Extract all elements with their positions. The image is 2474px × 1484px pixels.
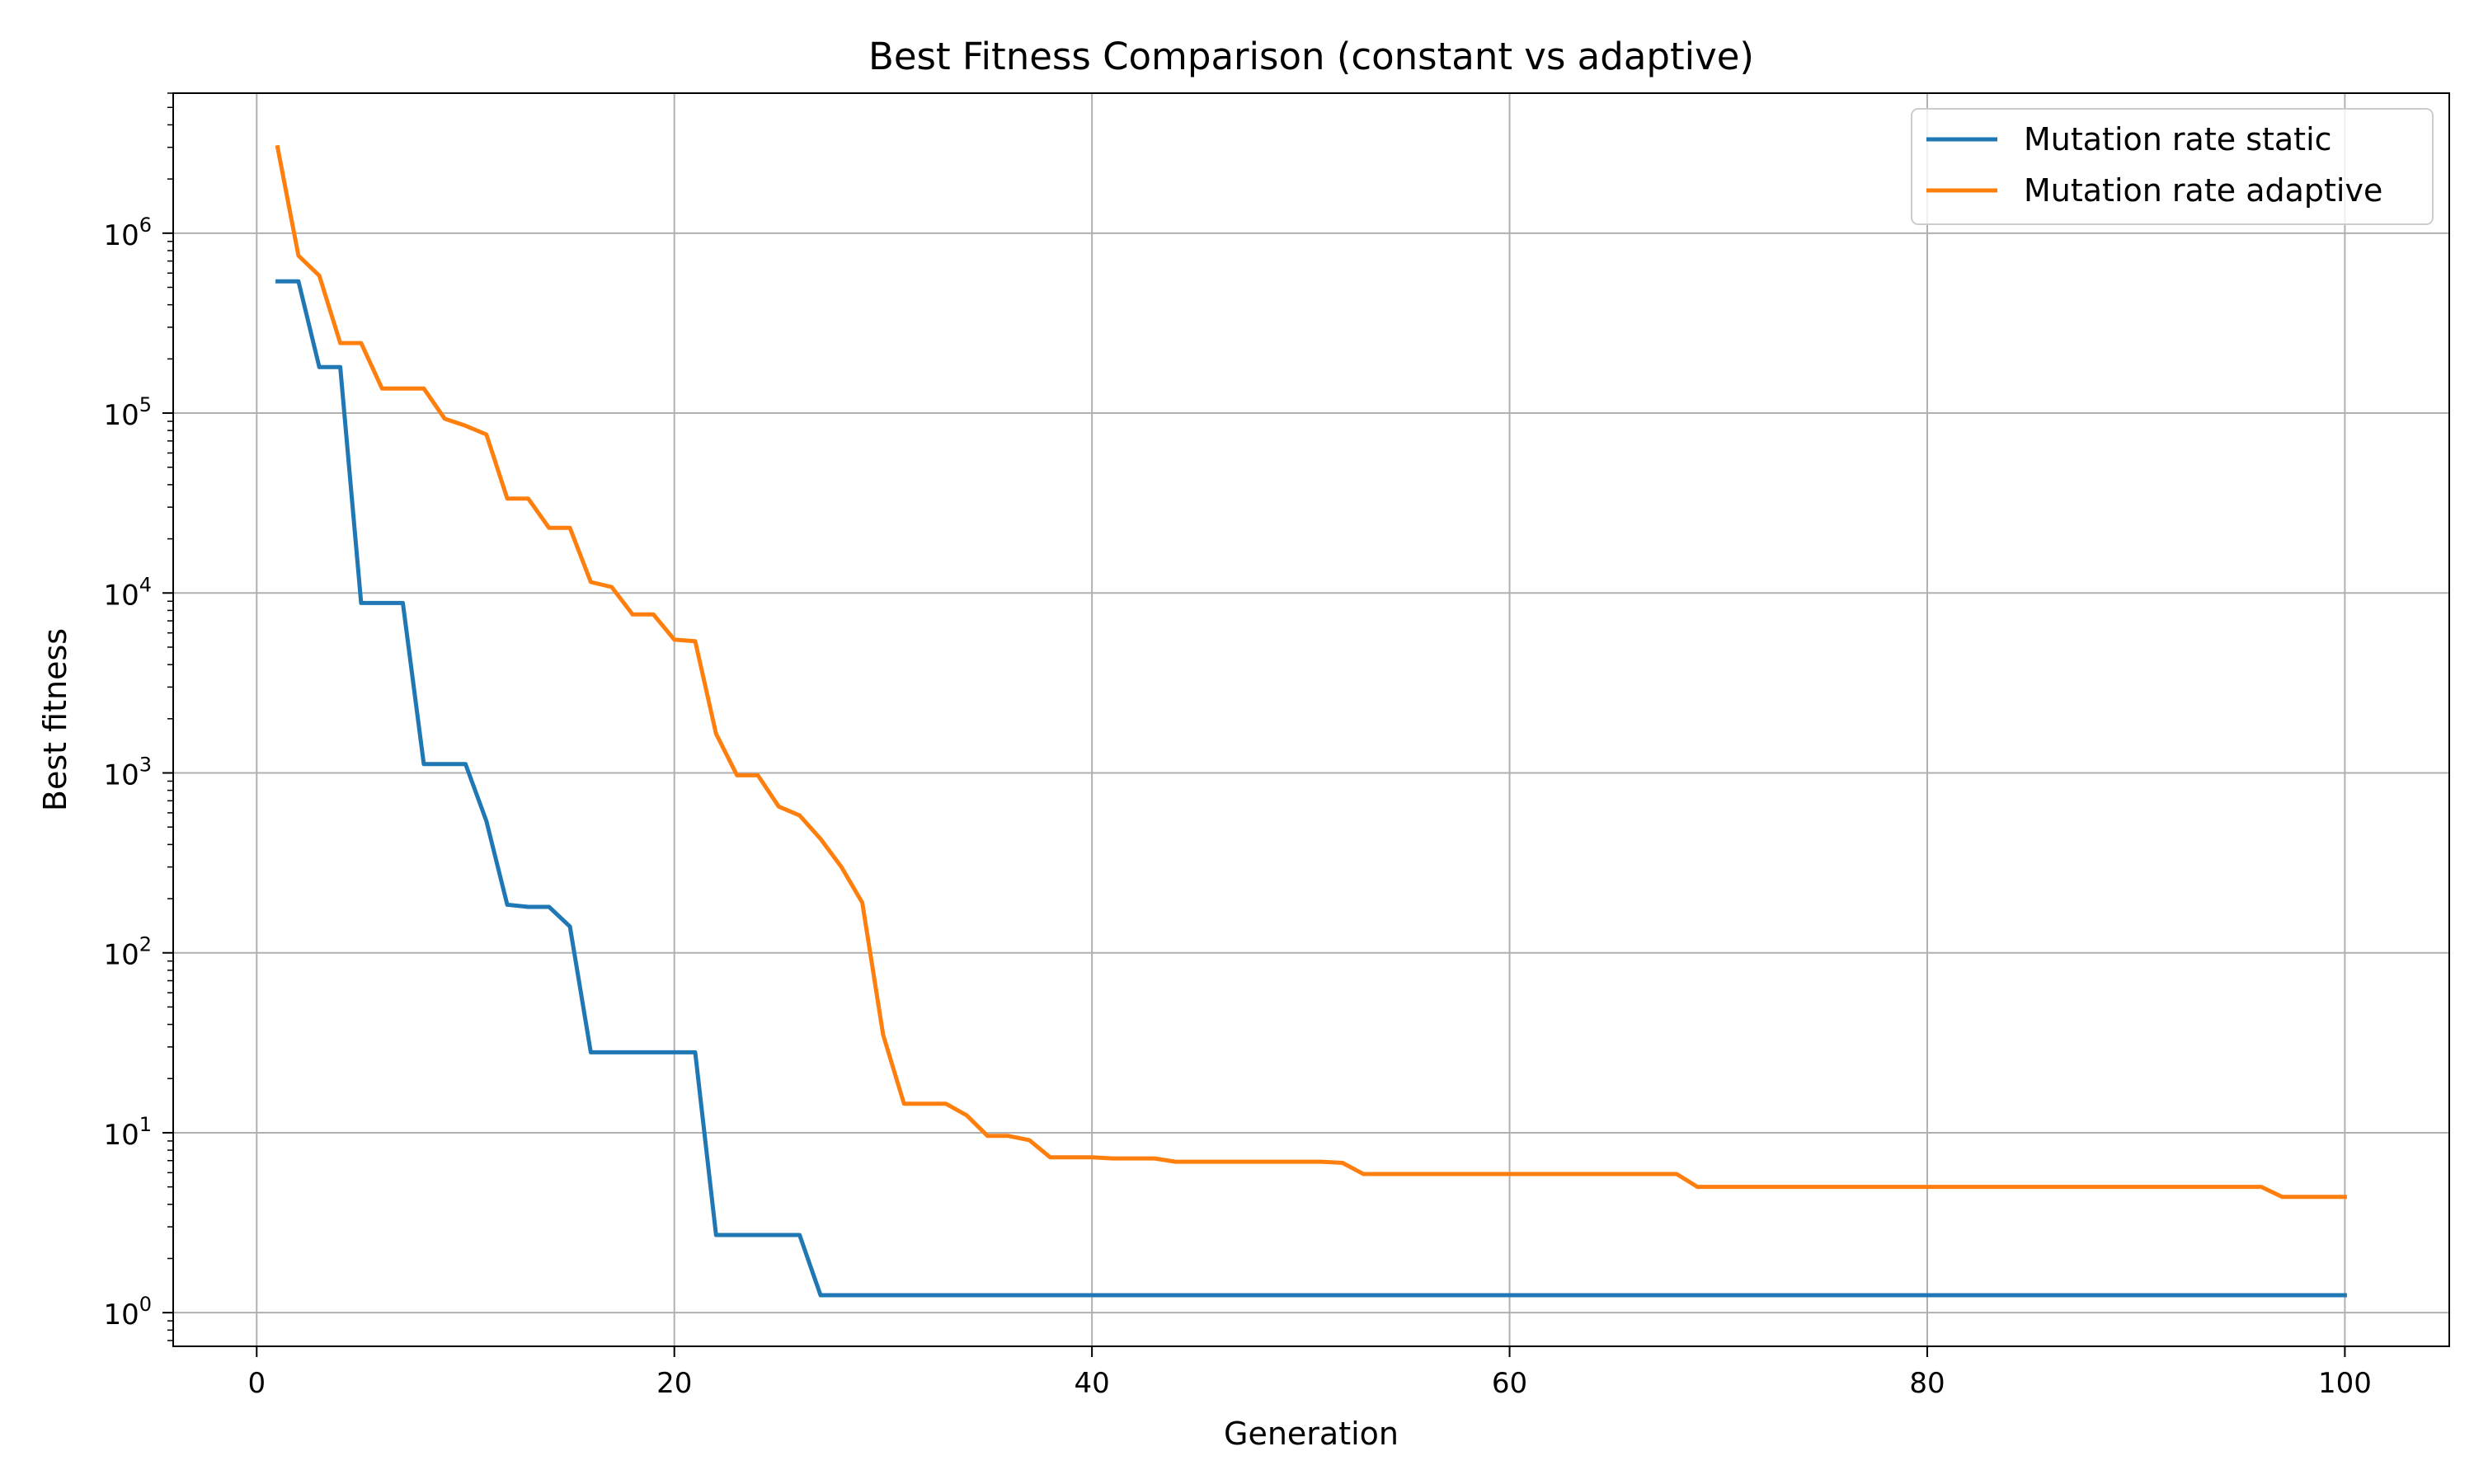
legend: Mutation rate static Mutation rate adapt… xyxy=(1911,108,2434,225)
y-tick-label: 105 xyxy=(103,393,152,432)
axis-ticks: 0 20 40 60 80 100 100 101 102 103 104 105 106 xyxy=(103,92,2372,1400)
plot-area-frame xyxy=(172,92,2450,1347)
x-tick-label: 0 xyxy=(247,1367,266,1400)
series-line-0 xyxy=(275,279,2347,1298)
x-tick-label: 60 xyxy=(1492,1367,1527,1400)
legend-label-adaptive: Mutation rate adaptive xyxy=(2024,172,2382,209)
series-line-1 xyxy=(275,144,2347,1200)
x-tick-label: 80 xyxy=(1909,1367,1945,1400)
grid-lines xyxy=(173,93,2449,1346)
x-axis-title: Generation xyxy=(1224,1416,1399,1452)
legend-label-static: Mutation rate static xyxy=(2024,121,2332,157)
x-tick-label: 100 xyxy=(2318,1367,2372,1400)
legend-box xyxy=(1911,108,2434,225)
chart-title: Best Fitness Comparison (constant vs ada… xyxy=(868,35,1754,78)
y-tick-label: 103 xyxy=(103,753,152,791)
y-tick-label: 104 xyxy=(103,573,152,612)
x-tick-label: 40 xyxy=(1074,1367,1109,1400)
y-tick-label: 100 xyxy=(103,1293,152,1331)
x-tick-label: 20 xyxy=(656,1367,692,1400)
series-lines xyxy=(275,144,2347,1298)
y-tick-label: 106 xyxy=(103,214,152,252)
y-axis-title: Best fitness xyxy=(37,628,73,811)
y-tick-label: 102 xyxy=(103,933,152,972)
y-tick-label: 101 xyxy=(103,1113,152,1152)
